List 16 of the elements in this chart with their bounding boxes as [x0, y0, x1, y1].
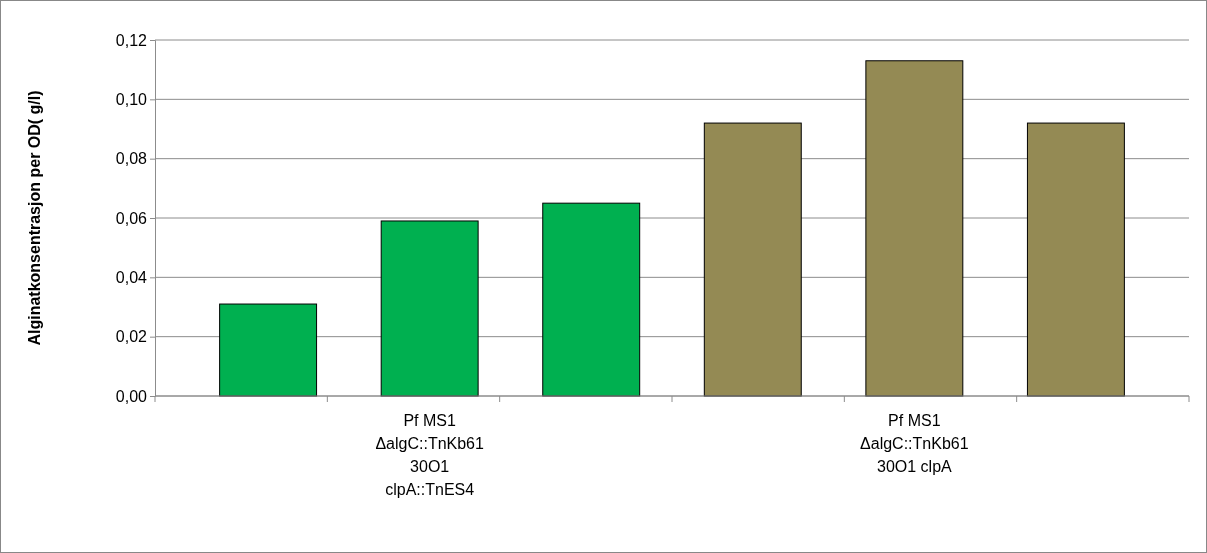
y-tick-label: 0,12: [115, 31, 148, 49]
y-tick-label: 0,08: [115, 150, 148, 168]
y-axis-title: Alginatkonsentrasjon per OD( g/l): [26, 90, 43, 346]
x-tick-label: Pf MS1 ΔalgC::TnKb61 30O1 clpA: [860, 412, 969, 475]
y-tick-label: 0,06: [115, 209, 148, 227]
y-tick-label: 0,04: [115, 268, 148, 286]
y-tick-label: 0,00: [115, 387, 148, 405]
bar: [542, 202, 641, 397]
bar: [1026, 122, 1125, 397]
y-tick-label: 0,02: [115, 328, 148, 346]
bar: [865, 60, 964, 397]
x-tick-label: Pf MS1 ΔalgC::TnKb61 30O1 clpA::TnES4: [375, 412, 485, 498]
bar: [380, 220, 479, 397]
y-tick-label: 0,10: [115, 90, 148, 108]
bar: [703, 122, 802, 397]
bar: [219, 303, 318, 397]
